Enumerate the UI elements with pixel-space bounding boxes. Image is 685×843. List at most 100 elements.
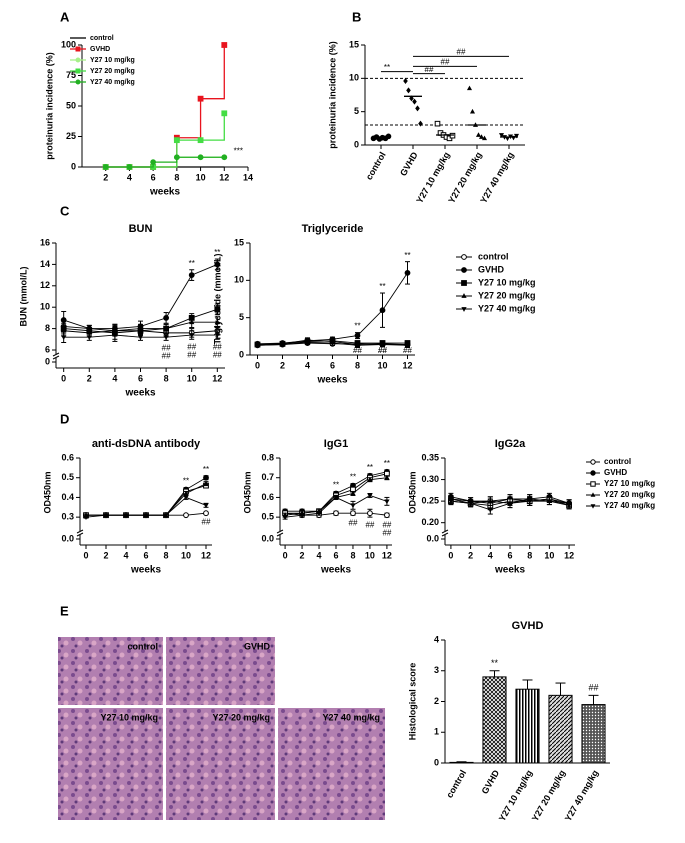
image-control bbox=[58, 637, 163, 705]
annotation: ## bbox=[382, 528, 391, 537]
marker bbox=[478, 134, 485, 139]
marker bbox=[434, 120, 441, 127]
marker bbox=[415, 105, 420, 112]
x-tick-label: 10 bbox=[377, 360, 387, 370]
marker bbox=[75, 46, 81, 52]
y-tick-label: 0.0 bbox=[426, 533, 439, 543]
x-tick-label: 4 bbox=[123, 550, 128, 560]
marker bbox=[329, 341, 336, 346]
image-gvhd bbox=[166, 637, 275, 705]
annotation: ## bbox=[403, 346, 412, 355]
x-tick-label: 0 bbox=[83, 550, 88, 560]
x-tick-label: Y27 40 mg/kg bbox=[478, 150, 515, 205]
y-axis-label: Histological score bbox=[407, 663, 417, 741]
legend-label: Y27 20 mg/kg bbox=[604, 490, 655, 499]
image-y27-20 bbox=[166, 708, 275, 820]
y-axis-break bbox=[276, 529, 284, 534]
y-tick-label: 100 bbox=[61, 39, 76, 49]
y-axis-break bbox=[52, 352, 60, 357]
annotation: ** bbox=[367, 463, 373, 472]
bar bbox=[482, 676, 507, 764]
annotation: ** bbox=[350, 473, 356, 482]
x-tick-label: 12 bbox=[212, 373, 222, 383]
x-tick-label: 10 bbox=[181, 550, 191, 560]
marker bbox=[461, 267, 467, 273]
x-tick-label: Y27 10 mg/kg bbox=[414, 150, 451, 205]
marker bbox=[197, 95, 204, 102]
y-tick-label: 75 bbox=[66, 70, 76, 80]
marker bbox=[354, 343, 361, 349]
x-tick-label: 6 bbox=[330, 360, 335, 370]
y-tick-label: 15 bbox=[234, 237, 244, 247]
marker bbox=[418, 120, 423, 127]
y-axis-break bbox=[52, 355, 60, 360]
marker bbox=[590, 492, 596, 497]
y-tick-label: 0.20 bbox=[421, 517, 439, 527]
legend-label: Y27 10 mg/kg bbox=[478, 277, 536, 287]
x-tick-label: control bbox=[364, 150, 388, 181]
x-tick-label: 6 bbox=[143, 550, 148, 560]
x-axis-label: weeks bbox=[124, 388, 155, 399]
x-tick-label: Y27 20 mg/kg bbox=[446, 150, 483, 205]
chart-title: IgG2a bbox=[495, 438, 526, 450]
annotation: ## bbox=[213, 350, 222, 359]
marker bbox=[412, 98, 417, 105]
panel-label: D bbox=[60, 411, 69, 426]
marker bbox=[448, 499, 454, 505]
x-tick-label: 12 bbox=[219, 172, 229, 182]
annotation: ## bbox=[588, 683, 598, 693]
marker bbox=[350, 510, 356, 517]
image-y27-40 bbox=[278, 708, 385, 820]
y-axis-break bbox=[441, 532, 449, 537]
x-tick-label: GVHD bbox=[480, 768, 502, 796]
annotation: ** bbox=[203, 465, 209, 474]
y-tick-label: 8 bbox=[45, 323, 50, 333]
legend-label: Y27 10 mg/kg bbox=[604, 479, 655, 488]
x-tick-label: 8 bbox=[350, 550, 355, 560]
y-tick-label: 5 bbox=[354, 106, 359, 116]
x-tick-label: Y27 10 mg/kg bbox=[497, 768, 534, 823]
x-tick-label: 10 bbox=[365, 550, 375, 560]
marker bbox=[203, 474, 209, 481]
marker bbox=[384, 512, 390, 519]
legend-label: GVHD bbox=[90, 46, 110, 53]
annotation: ## bbox=[378, 346, 387, 355]
marker bbox=[379, 307, 386, 314]
y-tick-label: 5 bbox=[239, 312, 244, 322]
marker bbox=[173, 154, 180, 161]
annotation: ## bbox=[353, 346, 362, 355]
marker bbox=[590, 504, 596, 509]
x-tick-label: 12 bbox=[564, 550, 574, 560]
annotation: ## bbox=[162, 351, 171, 360]
marker bbox=[384, 474, 390, 480]
annotation: ** bbox=[333, 481, 339, 490]
marker bbox=[481, 135, 488, 141]
marker bbox=[183, 495, 189, 501]
image-label: control bbox=[128, 641, 159, 651]
y-axis-break bbox=[76, 532, 84, 537]
marker bbox=[467, 501, 474, 507]
marker bbox=[333, 510, 339, 517]
marker bbox=[60, 317, 67, 323]
annotation: ## bbox=[382, 520, 391, 529]
marker bbox=[163, 315, 170, 321]
marker bbox=[173, 137, 180, 144]
x-tick-label: 4 bbox=[488, 550, 493, 560]
annotation: ## bbox=[425, 65, 434, 74]
marker bbox=[214, 319, 220, 325]
x-tick-label: 4 bbox=[305, 360, 310, 370]
step-line bbox=[105, 113, 225, 168]
x-axis-label: weeks bbox=[320, 565, 351, 576]
y-tick-label: 4 bbox=[434, 634, 439, 644]
annotation: ## bbox=[187, 342, 196, 351]
x-axis-label: weeks bbox=[316, 375, 347, 386]
bar bbox=[581, 704, 606, 764]
x-tick-label: 4 bbox=[317, 550, 322, 560]
marker bbox=[75, 79, 81, 85]
marker bbox=[403, 78, 408, 84]
marker bbox=[498, 133, 505, 138]
y-tick-label: 0 bbox=[434, 757, 439, 767]
marker bbox=[461, 254, 467, 260]
marker bbox=[406, 87, 411, 94]
